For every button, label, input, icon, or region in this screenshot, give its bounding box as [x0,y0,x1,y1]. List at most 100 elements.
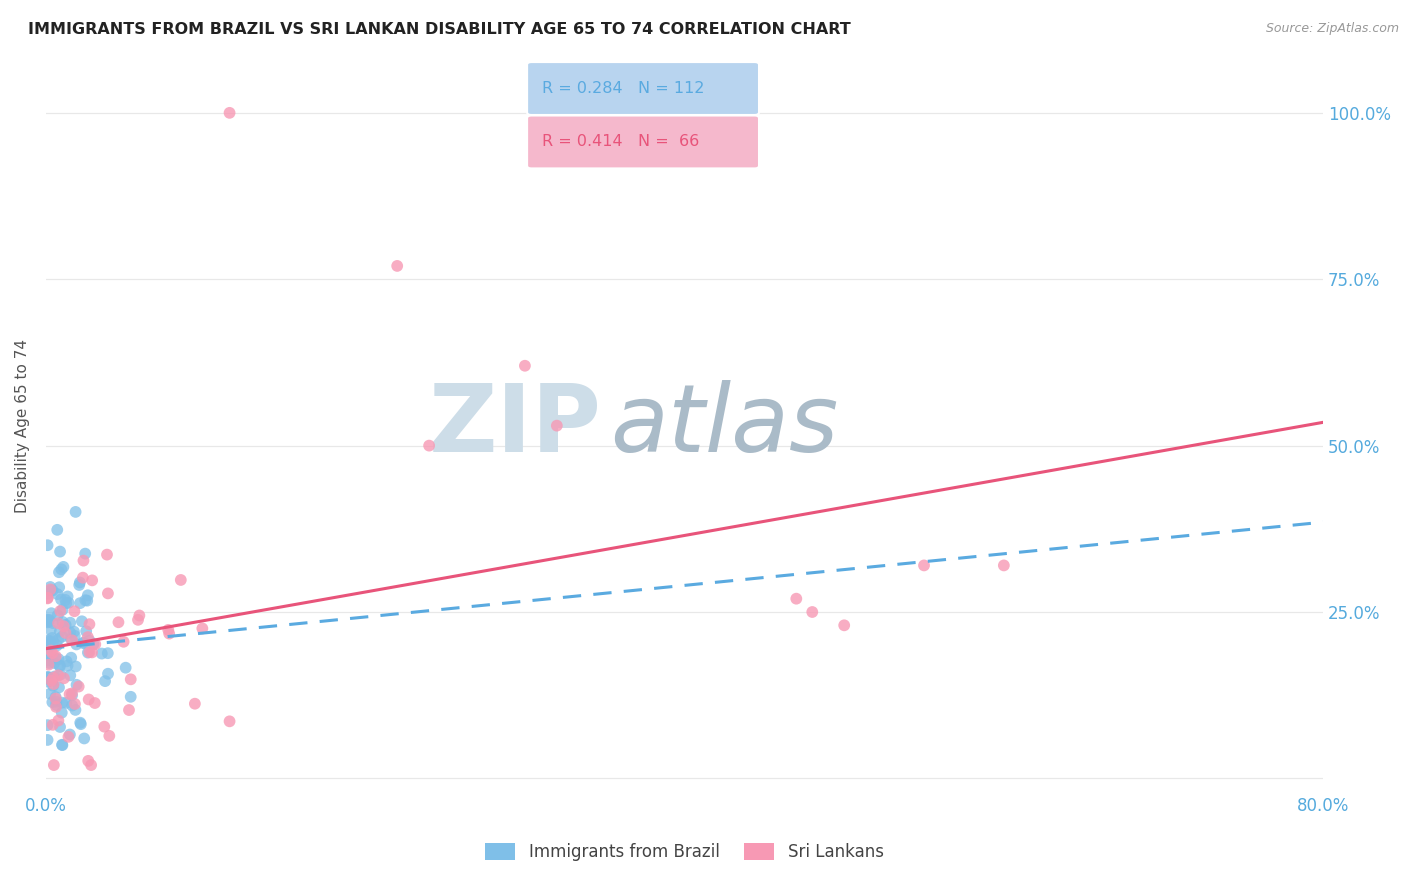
Point [37,671,59,685]
Point [42,679,65,693]
Point [37,613,59,627]
Point [785,591,807,606]
Point [65,678,87,692]
Point [546,418,568,433]
Point [69,717,91,731]
Point [69,715,91,730]
Point [72,635,94,649]
Point [38,656,60,670]
Point [97,666,120,681]
Point [218,106,240,120]
Point [63,604,86,618]
Point [39,643,62,657]
Point [48,580,70,594]
Point [51,738,73,752]
Point [59,615,82,630]
Text: R = 0.414   N =  66: R = 0.414 N = 66 [541,135,699,150]
Point [157,623,180,637]
Point [48,565,70,579]
Point [191,622,214,636]
Point [75,593,97,607]
Point [37,633,59,648]
Point [37,671,59,685]
Point [58,687,80,701]
Point [48,658,70,673]
Point [77,692,100,706]
Point [60,633,83,648]
Point [56,658,79,673]
Point [37,733,59,747]
Point [993,558,1015,573]
Point [60,688,83,702]
Point [73,731,96,746]
Point [41,631,63,645]
Point [49,624,72,639]
Point [38,672,60,686]
Point [41,718,63,732]
Point [832,618,855,632]
Point [76,593,98,607]
Point [48,714,70,728]
Point [38,641,60,656]
Point [75,624,97,639]
Point [76,630,98,644]
Point [51,738,73,752]
Point [45,699,67,714]
Point [38,670,60,684]
Point [48,681,70,695]
Point [67,680,90,694]
Point [49,592,72,607]
Point [60,698,83,713]
Point [72,571,94,585]
Point [97,646,120,660]
Point [38,657,60,672]
Point [59,727,82,741]
Point [94,674,117,689]
Point [46,587,69,601]
Point [42,671,65,685]
Point [112,634,135,648]
Point [157,626,180,640]
Point [39,583,62,598]
Point [418,439,440,453]
Point [79,633,101,648]
Point [63,697,86,711]
Point [39,623,62,637]
Point [69,596,91,610]
Point [55,626,77,640]
Point [59,632,82,646]
Point [96,548,118,562]
Point [45,698,67,712]
Point [39,687,62,701]
Point [76,588,98,602]
Point [801,605,824,619]
Point [65,637,87,651]
Point [80,758,103,772]
Text: R = 0.284   N = 112: R = 0.284 N = 112 [541,81,704,96]
Point [912,558,935,573]
Point [93,720,115,734]
Point [385,259,408,273]
Point [72,636,94,650]
Point [44,656,66,670]
Point [98,729,121,743]
Point [55,596,77,610]
Point [120,690,142,704]
Point [56,590,79,604]
Point [39,673,62,688]
Point [37,648,59,663]
Point [42,634,65,648]
Text: ZIP: ZIP [429,380,602,472]
Point [114,661,136,675]
Point [52,560,75,574]
Point [37,674,59,689]
Point [82,574,104,588]
Point [79,617,101,632]
Point [45,695,67,709]
Point [69,575,91,590]
Point [60,686,83,700]
Point [37,646,59,660]
Point [80,645,103,659]
Point [51,603,73,617]
Point [51,706,73,720]
